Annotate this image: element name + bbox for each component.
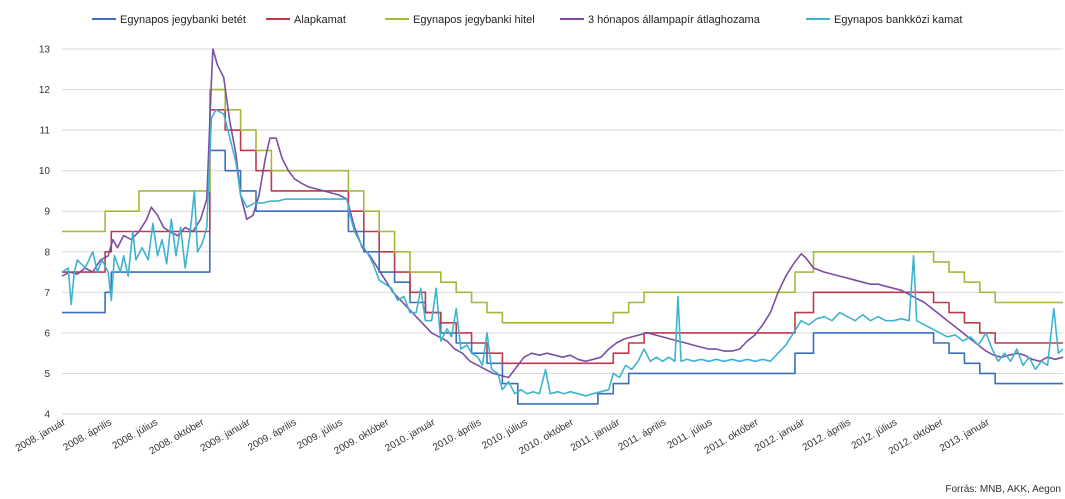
series-line-2 (62, 109, 1063, 365)
legend-label: Egynapos jegybanki hitel (413, 14, 535, 26)
source-note: Forrás: MNB, AKK, Aegon (945, 484, 1061, 495)
series-line-3 (62, 88, 1063, 324)
series-line-5 (61, 109, 1064, 397)
x-tick-label: 2012. január (753, 417, 807, 455)
y-tick-label: 6 (44, 328, 50, 339)
legend-label: Egynapos jegybanki betét (120, 14, 246, 26)
legend-label: Egynapos bankközi kamat (834, 14, 962, 26)
chart-series (61, 48, 1064, 405)
y-tick-label: 12 (39, 85, 51, 96)
x-tick-label: 2012. április (801, 417, 853, 453)
x-tick-label: 2009. április (246, 417, 298, 453)
x-tick-label: 2008. január (14, 417, 68, 455)
y-tick-label: 5 (44, 369, 50, 380)
y-tick-label: 4 (44, 410, 50, 421)
x-tick-label: 2010. január (383, 417, 437, 455)
x-tick-label: 2010. április (431, 417, 483, 453)
y-tick-label: 13 (39, 45, 51, 56)
y-tick-label: 8 (44, 247, 50, 258)
series-line-4 (61, 48, 1064, 379)
y-tick-label: 11 (40, 126, 51, 137)
chart-gridlines (62, 48, 1063, 415)
y-tick-label: 10 (39, 166, 51, 177)
x-tick-label: 2013. január (938, 417, 992, 455)
x-tick-label: 2009. január (199, 417, 253, 455)
x-tick-label: 2011. január (569, 417, 623, 454)
legend-label: 3 hónapos állampapír átlaghozama (588, 14, 761, 26)
y-tick-label: 7 (44, 288, 50, 299)
y-tick-label: 9 (44, 207, 50, 218)
y-axis-ticks: 4 5 6 7 8 9 10 11 12 13 (39, 45, 51, 421)
series-line-1 (62, 149, 1063, 405)
x-tick-label: 2011. április (617, 417, 669, 453)
legend-label: Alapkamat (294, 14, 346, 26)
x-tick-label: 2008. április (62, 417, 114, 453)
chart-legend: Egynapos jegybanki betét Alapkamat Egynapo… (92, 14, 962, 26)
